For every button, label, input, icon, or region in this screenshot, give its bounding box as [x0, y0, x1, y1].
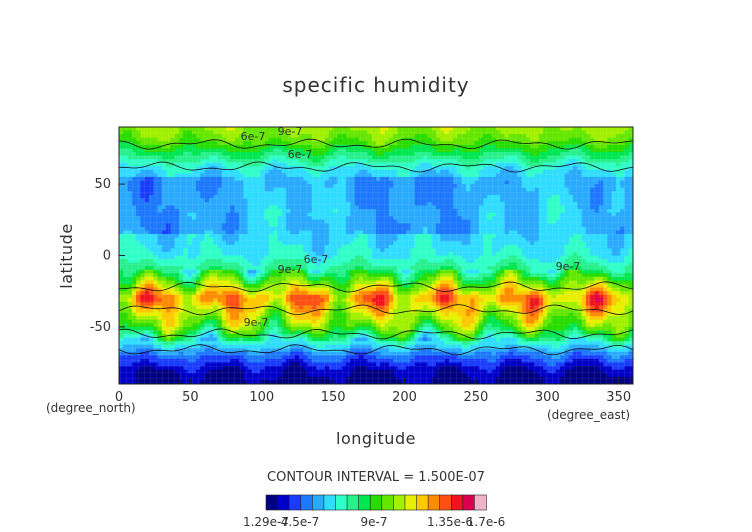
colorbar-swatch [277, 494, 290, 511]
colorbar [265, 494, 487, 511]
y-tick-label: 0 [103, 249, 111, 264]
contour-interval-text: CONTOUR INTERVAL = 1.500E-07 [267, 470, 485, 485]
colorbar-label: 9e-7 [361, 515, 388, 529]
y-axis-unit: (degree_north) [46, 401, 136, 415]
colorbar-label: 4.5e-7 [281, 515, 319, 529]
colorbar-label: 1.35e-6 [427, 515, 473, 529]
contour-label: 6e-7 [241, 130, 266, 143]
contour-labels: 9e-76e-79e-76e-79e-79e-76e-7 [241, 125, 581, 329]
colorbar-swatch [323, 494, 337, 511]
colorbar-swatch [474, 494, 487, 511]
colorbar-swatch [300, 494, 314, 511]
colorbar-swatch [462, 494, 476, 511]
colorbar-swatch [369, 494, 383, 511]
x-tick-label: 350 [606, 390, 631, 405]
chart-title: specific humidity [282, 73, 469, 97]
colorbar-swatch [335, 494, 348, 511]
x-axis: 0 50 100 150 200 250 300 350 [115, 378, 631, 405]
x-tick-label: 150 [321, 390, 346, 405]
y-axis-label: latitude [57, 223, 76, 288]
colorbar-swatch [416, 494, 429, 511]
colorbar-label: 1.7e-6 [467, 515, 505, 529]
contour-label: 6e-7 [304, 253, 329, 266]
colorbar-swatch [427, 494, 441, 511]
colorbar-swatch [312, 494, 325, 511]
contour-label: 9e-7 [556, 260, 581, 273]
x-axis-label: longitude [336, 429, 416, 448]
x-tick-label: 200 [392, 390, 417, 405]
colorbar-swatch [358, 494, 371, 511]
colorbar-labels: 1.29e-74.5e-7 9e-7 1.35e-61.7e-6 [243, 515, 505, 529]
colorbar-swatch [450, 494, 464, 511]
x-tick-label: 300 [535, 390, 560, 405]
contour-label: 9e-7 [278, 125, 303, 138]
colorbar-swatch [346, 494, 360, 511]
colorbar-label: 1.29e-7 [243, 515, 289, 529]
plot-grid-overlay [119, 127, 633, 384]
y-tick-label: -50 [90, 320, 111, 335]
y-axis: 50 0 -50 [90, 177, 125, 335]
colorbar-swatch [288, 494, 302, 511]
colorbar-swatch [393, 494, 406, 511]
contour-lines [119, 138, 633, 356]
x-tick-label: 100 [249, 390, 274, 405]
colorbar-swatch [439, 494, 452, 511]
x-tick-label: 0 [115, 390, 123, 405]
y-tick-label: 50 [94, 177, 111, 192]
x-axis-unit: (degree_east) [547, 408, 630, 422]
x-tick-label: 50 [182, 390, 199, 405]
colorbar-swatch [404, 494, 418, 511]
contour-label: 9e-7 [278, 263, 303, 276]
contour-label: 9e-7 [244, 316, 269, 329]
x-tick-label: 250 [464, 390, 489, 405]
contour-label: 6e-7 [288, 148, 313, 161]
colorbar-swatch [265, 494, 279, 511]
colorbar-swatch [381, 494, 395, 511]
